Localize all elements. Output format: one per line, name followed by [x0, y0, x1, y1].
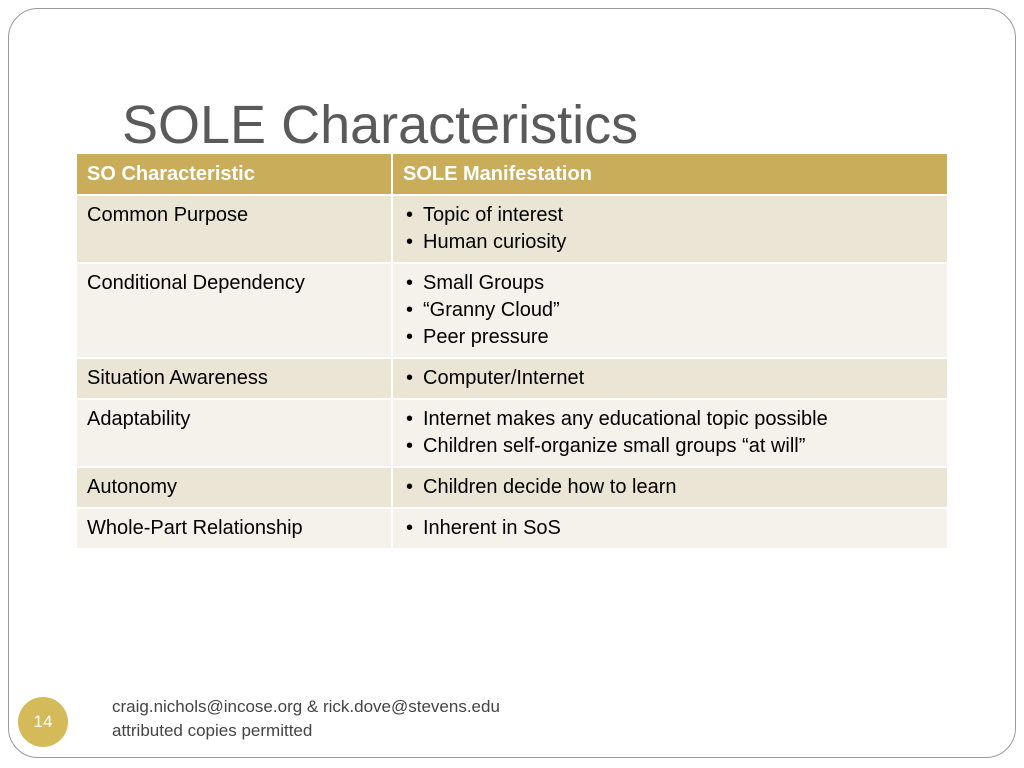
manifestation-text: Human curiosity: [423, 231, 567, 253]
manifestation-text: Children decide how to learn: [423, 476, 677, 498]
characteristics-table: SO Characteristic SOLE Manifestation Com…: [77, 154, 947, 550]
manifestation-text: Computer/Internet: [423, 367, 585, 389]
characteristic-cell: Situation Awareness: [77, 358, 392, 400]
manifestation-list: • Topic of interest • Human curiosity: [403, 202, 937, 256]
manifestation-cell: • Inherent in SoS: [391, 508, 947, 550]
manifestation-item: • Children decide how to learn: [403, 474, 937, 501]
manifestation-cell: • Internet makes any educational topic po…: [391, 399, 947, 468]
bullet-icon: •: [406, 408, 414, 430]
manifestation-list: • Inherent in SoS: [403, 515, 937, 542]
manifestation-item: • Peer pressure: [403, 324, 937, 351]
manifestation-item: • “Granny Cloud”: [403, 297, 937, 324]
manifestation-text: Internet makes any educational topic pos…: [423, 408, 828, 430]
table-row: Conditional Dependency • Small Groups • “Gra…: [77, 263, 947, 359]
manifestation-item: • Topic of interest: [403, 202, 937, 229]
manifestation-text: Topic of interest: [423, 204, 564, 226]
characteristic-cell: Conditional Dependency: [77, 263, 392, 359]
manifestation-item: • Small Groups: [403, 270, 937, 297]
manifestation-item: • Internet makes any educational topic po…: [403, 406, 937, 433]
footer: craig.nichols@incose.org & rick.dove@ste…: [112, 695, 500, 743]
manifestation-text: Children self-organize small groups “at …: [423, 435, 806, 457]
table-row: Autonomy • Children decide how to learn: [77, 467, 947, 509]
manifestation-list: • Children decide how to learn: [403, 474, 937, 501]
table-body: Common Purpose • Topic of interest • Human c…: [77, 195, 947, 550]
manifestation-item: • Computer/Internet: [403, 365, 937, 392]
footer-permission: attributed copies permitted: [112, 721, 313, 740]
manifestation-item: • Inherent in SoS: [403, 515, 937, 542]
bullet-icon: •: [406, 299, 414, 321]
manifestation-list: • Computer/Internet: [403, 365, 937, 392]
slide-title: SOLE Characteristics: [122, 95, 639, 155]
bullet-icon: •: [406, 231, 414, 253]
characteristic-cell: Autonomy: [77, 467, 392, 509]
characteristic-cell: Adaptability: [77, 399, 392, 468]
page-number-badge: 14: [18, 697, 68, 747]
table-row: Whole-Part Relationship • Inherent in SoS: [77, 508, 947, 550]
bullet-icon: •: [406, 435, 414, 457]
manifestation-cell: • Computer/Internet: [391, 358, 947, 400]
bullet-icon: •: [406, 272, 414, 294]
bullet-icon: •: [406, 204, 414, 226]
manifestation-text: Small Groups: [423, 272, 545, 294]
bullet-icon: •: [406, 517, 414, 539]
header-sole-manifestation: SOLE Manifestation: [391, 154, 947, 196]
bullet-icon: •: [406, 367, 414, 389]
characteristic-cell: Common Purpose: [77, 195, 392, 264]
table-header-row: SO Characteristic SOLE Manifestation: [77, 154, 947, 196]
manifestation-list: • Small Groups • “Granny Cloud” • Peer pressu…: [403, 270, 937, 351]
manifestation-list: • Internet makes any educational topic po…: [403, 406, 937, 460]
manifestation-cell: • Topic of interest • Human curiosity: [391, 195, 947, 264]
manifestation-item: • Human curiosity: [403, 229, 937, 256]
manifestation-text: “Granny Cloud”: [423, 299, 560, 321]
header-so-characteristic: SO Characteristic: [77, 154, 392, 196]
table-row: Common Purpose • Topic of interest • Human c…: [77, 195, 947, 264]
manifestation-item: • Children self-organize small groups “at…: [403, 433, 937, 460]
manifestation-cell: • Small Groups • “Granny Cloud” • Peer pressu…: [391, 263, 947, 359]
bullet-icon: •: [406, 476, 414, 498]
manifestation-text: Inherent in SoS: [423, 517, 561, 539]
manifestation-text: Peer pressure: [423, 326, 549, 348]
manifestation-cell: • Children decide how to learn: [391, 467, 947, 509]
table-row: Situation Awareness • Computer/Internet: [77, 358, 947, 400]
footer-contacts: craig.nichols@incose.org & rick.dove@ste…: [112, 697, 500, 716]
table-row: Adaptability • Internet makes any educatio…: [77, 399, 947, 468]
bullet-icon: •: [406, 326, 414, 348]
characteristic-cell: Whole-Part Relationship: [77, 508, 392, 550]
